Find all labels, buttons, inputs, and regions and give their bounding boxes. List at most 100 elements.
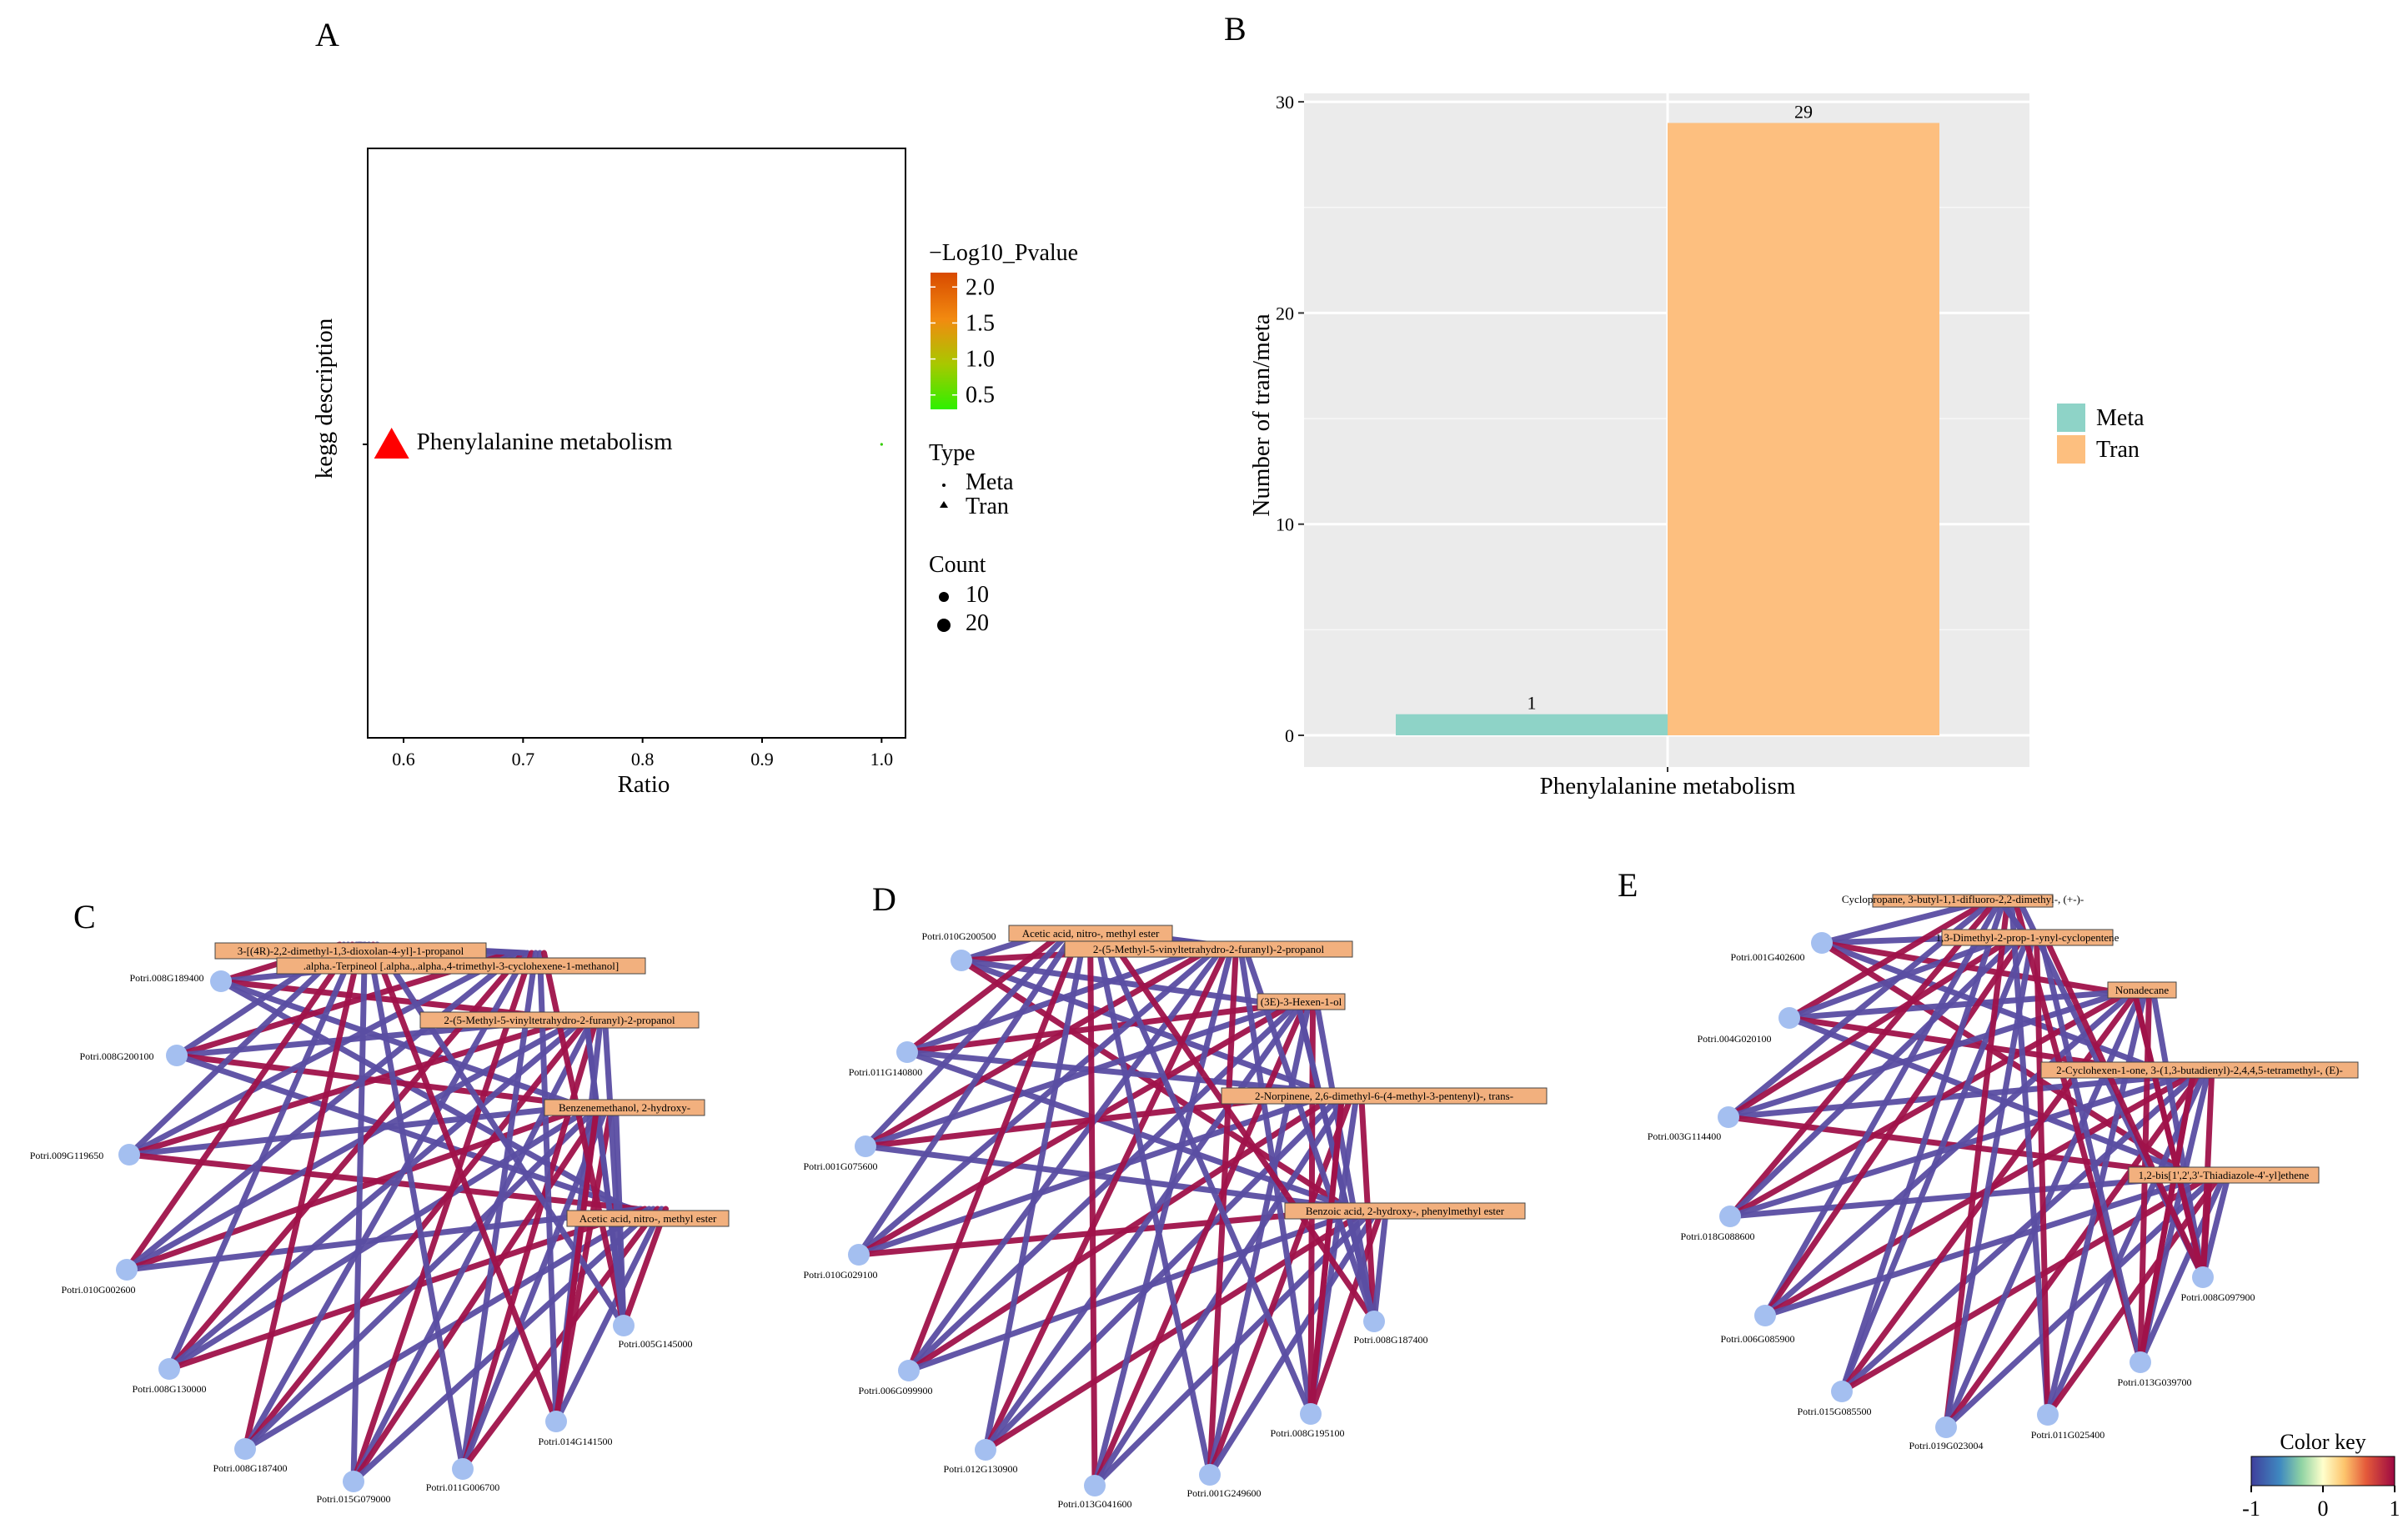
network-edge — [553, 1206, 665, 1425]
network-edge — [1091, 943, 1235, 1489]
gene-node-label: Potri.013G039700 — [2117, 1376, 2191, 1388]
legend-count-10-dot-icon — [939, 592, 949, 602]
gene-node-label: Potri.008G130000 — [132, 1383, 206, 1395]
legend-count-20: 20 — [966, 610, 989, 636]
metabolite-label: 2-(5-Methyl-5-vinyltetrahydro-2-furanyl)… — [444, 1014, 675, 1026]
network-edge — [1096, 925, 1314, 1417]
legend-tran-label: Tran — [2096, 437, 2140, 463]
gene-node — [1935, 1416, 1957, 1438]
network-edge — [123, 941, 355, 1273]
metabolite-label: Nonadecane — [2115, 984, 2169, 996]
network-edge — [862, 925, 1076, 1150]
network-edge — [583, 1015, 627, 1329]
gene-node-label: Potri.010G002600 — [61, 1284, 135, 1296]
gene-node-label: Potri.006G085900 — [1720, 1333, 1794, 1345]
network-edge — [1762, 933, 2027, 1319]
metabolite-label-box — [1872, 894, 2054, 908]
color-key-bar — [2250, 1456, 2395, 1486]
b-y-tick-label: 0 — [1285, 725, 1294, 746]
gene-node-label: Potri.011G025400 — [2031, 1429, 2105, 1441]
network-edge — [862, 1001, 1291, 1150]
network-edge — [350, 941, 368, 1485]
network-edge — [1307, 1089, 1346, 1417]
legend-pvalue-tick-label: 2.0 — [966, 274, 995, 300]
network-edge — [123, 1015, 583, 1273]
network-edge — [855, 1206, 1364, 1258]
metabolite-label-box — [1257, 993, 1346, 1010]
a-point-meta — [880, 443, 883, 446]
network-edge — [1839, 899, 2006, 1395]
network-edge — [242, 1015, 591, 1452]
network-edge — [906, 943, 1227, 1374]
metabolite-label-box — [1284, 1202, 1526, 1220]
plot-a-frame — [367, 148, 906, 739]
network-edge — [1943, 1072, 2202, 1431]
network-edge — [459, 1206, 660, 1472]
network-edge — [1727, 899, 1998, 1220]
gene-node-label: Potri.010G029100 — [803, 1269, 877, 1281]
a-category-label: Phenylalanine metabolism — [417, 429, 673, 455]
a-legend: −Log10_Pvalue 2.0 1.5 1.0 0.5 Type Meta Tra… — [929, 240, 1078, 636]
panel-label-a: A — [315, 16, 339, 53]
a-y-axis-title: kegg description — [311, 318, 338, 479]
network-edge — [1839, 1172, 2215, 1395]
network-edge — [1207, 1089, 1356, 1478]
a-x-tick-label: 0.8 — [631, 749, 655, 770]
network-edge — [1314, 1001, 1377, 1325]
network-edges — [123, 941, 669, 1485]
gene-node — [855, 1135, 876, 1157]
color-key-min: -1 — [2242, 1496, 2260, 1521]
network-edge — [855, 1001, 1295, 1258]
gene-node — [452, 1458, 474, 1480]
color-key-title: Color key — [2280, 1430, 2365, 1454]
gene-node-label: Potri.015G079000 — [316, 1493, 390, 1505]
gene-node-label: Potri.008G097900 — [2180, 1291, 2255, 1303]
b-y-tick-label: 10 — [1276, 514, 1294, 535]
legend-count-10: 10 — [966, 582, 989, 608]
panel-a-bubble-chart: 0.6 0.7 0.8 0.9 1.0 Ratio kegg description P… — [311, 148, 1078, 798]
color-key-max: 1 — [2390, 1496, 2400, 1521]
gene-node — [158, 1358, 180, 1380]
legend-meta-label: Meta — [2096, 405, 2145, 431]
network-edge — [242, 941, 364, 1452]
legend-pvalue-tick-label: 1.5 — [966, 310, 995, 336]
panel-d-network: Potri.010G200500 Potri.011G140800 Potri.00… — [803, 925, 1548, 1510]
a-x-tick-label: 0.9 — [750, 749, 774, 770]
metabolite-label-box — [2128, 1166, 2320, 1184]
network-edge — [242, 950, 530, 1452]
a-points — [374, 428, 883, 459]
gene-node — [1363, 1311, 1385, 1332]
legend-tran-swatch — [2057, 435, 2085, 464]
panel-label-b: B — [1224, 10, 1247, 48]
b-legend: Meta Tran — [2057, 404, 2145, 464]
gene-node-label: Potri.003G114400 — [1648, 1130, 1722, 1142]
metabolite-label-box — [1064, 940, 1353, 958]
legend-pvalue-ticks: 2.0 1.5 1.0 0.5 — [931, 274, 995, 409]
gene-node-label: Potri.014G141500 — [538, 1436, 612, 1447]
network-edge — [366, 941, 466, 1472]
metabolite-label: Acetic acid, nitro-, methyl ester — [1022, 927, 1160, 940]
gene-node-label: Potri.012G130900 — [943, 1463, 1017, 1475]
gene-node — [1199, 1464, 1221, 1486]
b-bar-tran — [1668, 123, 1939, 736]
network-edge — [166, 1015, 587, 1372]
network-labels: Potri.008G189400 Potri.008G200100 Potri.00… — [30, 942, 730, 1505]
gene-node-label: Potri.008G200100 — [79, 1050, 153, 1062]
network-edge — [537, 950, 559, 1425]
gene-node — [118, 1144, 140, 1166]
gene-node — [848, 1244, 870, 1266]
network-edge — [2131, 989, 2206, 1281]
color-key-mid: 0 — [2318, 1496, 2329, 1521]
network-edge — [126, 950, 518, 1158]
gene-node — [1778, 1007, 1800, 1029]
metabolite-label-box — [544, 1099, 705, 1116]
network-edge — [370, 941, 559, 1425]
gene-node — [210, 970, 232, 992]
network-edge — [1725, 933, 2019, 1120]
panel-label-d: D — [872, 880, 896, 918]
gene-node-label: Potri.011G006700 — [426, 1481, 500, 1493]
b-y-tick-label: 30 — [1276, 92, 1294, 113]
metabolite-label-box — [1221, 1087, 1548, 1105]
gene-node-label: Potri.001G402600 — [1730, 951, 1804, 963]
gene-node-label: Potri.010G200500 — [921, 930, 996, 942]
